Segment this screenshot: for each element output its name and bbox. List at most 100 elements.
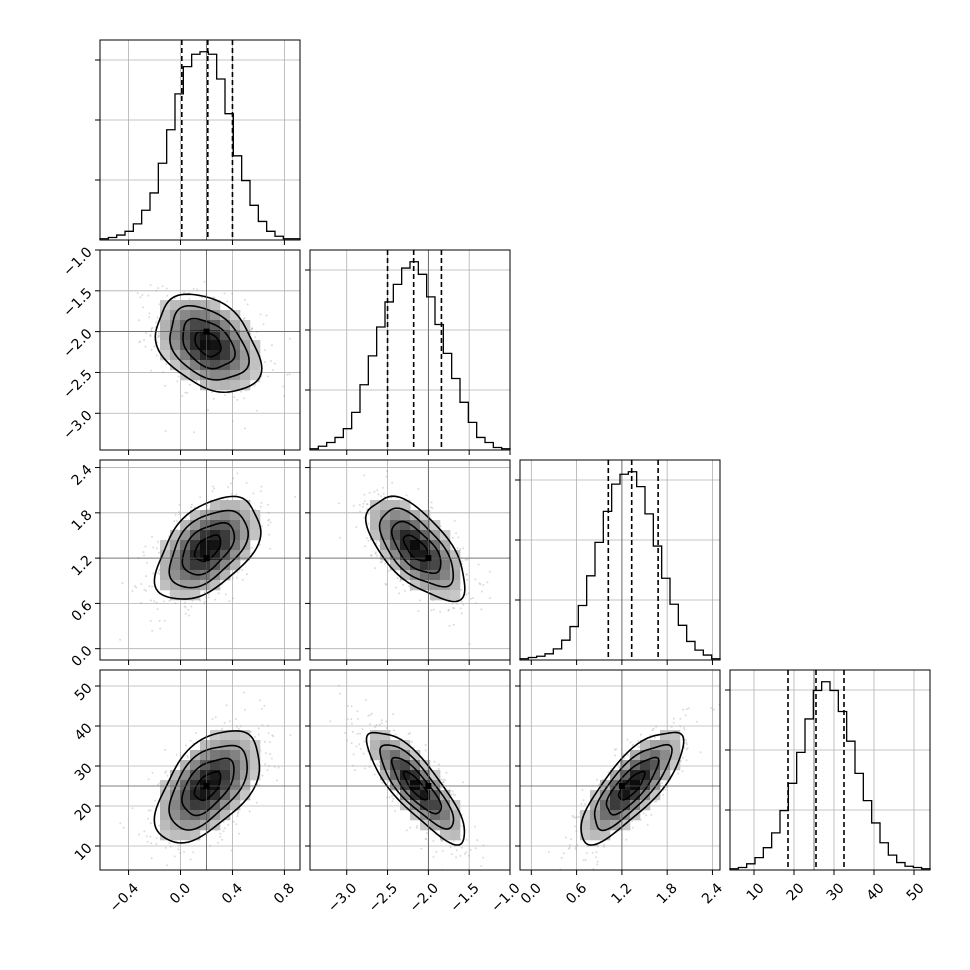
- sample-point: [679, 725, 682, 728]
- sample-point: [269, 547, 272, 550]
- density-cell: [400, 740, 411, 751]
- sample-point: [135, 586, 138, 589]
- sample-point: [147, 294, 150, 297]
- sample-point: [358, 743, 361, 746]
- sample-point: [356, 732, 359, 735]
- density-cell: [180, 300, 191, 311]
- sample-point: [235, 823, 238, 826]
- sample-point: [145, 835, 148, 838]
- sample-point: [241, 568, 244, 571]
- sample-point: [174, 602, 177, 605]
- sample-point: [165, 363, 168, 366]
- sample-point: [479, 583, 482, 586]
- density-cell: [230, 800, 241, 811]
- density-cell: [390, 550, 401, 561]
- sample-point: [241, 578, 244, 581]
- sample-point: [163, 600, 166, 603]
- sample-point: [155, 354, 158, 357]
- panel-1-1: [305, 249, 511, 455]
- sample-point: [364, 545, 367, 548]
- sample-point: [251, 327, 254, 330]
- sample-point: [444, 779, 447, 782]
- sample-point: [404, 589, 406, 592]
- sample-point: [337, 684, 340, 687]
- sample-point: [380, 722, 383, 725]
- density-cell: [670, 740, 681, 751]
- sample-point: [685, 741, 688, 744]
- density-cell: [210, 300, 221, 311]
- panel-content: [310, 460, 510, 660]
- sample-point: [339, 536, 341, 539]
- density-cell: [450, 590, 461, 601]
- density-shading: [370, 730, 461, 841]
- sample-point: [238, 832, 240, 835]
- density-cell: [160, 810, 171, 821]
- contour-level-1: [605, 756, 660, 816]
- sample-point: [695, 720, 698, 723]
- density-cell: [210, 760, 221, 771]
- density-cell: [440, 570, 451, 581]
- density-cell: [220, 540, 231, 551]
- density-cell: [220, 750, 231, 761]
- sample-point: [684, 714, 687, 717]
- density-cell: [380, 500, 391, 511]
- density-cell: [400, 780, 411, 791]
- sample-point: [415, 826, 418, 829]
- density-cell: [210, 740, 221, 751]
- density-cell: [400, 550, 411, 561]
- sample-point: [358, 504, 361, 506]
- histogram-step: [519, 471, 721, 660]
- density-cell: [600, 790, 611, 801]
- sample-point: [271, 369, 274, 372]
- density-cell: [410, 760, 421, 771]
- sample-point: [146, 840, 149, 843]
- density-cell: [210, 820, 221, 831]
- sample-point: [263, 361, 266, 363]
- sample-point: [255, 801, 258, 804]
- sample-point: [267, 511, 270, 514]
- sample-point: [646, 824, 649, 826]
- sample-point: [480, 608, 483, 611]
- density-cell: [190, 370, 201, 381]
- density-cell: [160, 350, 171, 361]
- sample-point: [184, 517, 187, 520]
- sample-point: [420, 847, 423, 850]
- sample-point: [379, 561, 382, 564]
- density-cell: [420, 800, 431, 811]
- x-tick-label: −2.0: [407, 880, 442, 915]
- sample-point: [148, 585, 151, 588]
- density-cell: [380, 770, 391, 781]
- density-cell: [170, 320, 181, 331]
- density-cell: [190, 770, 201, 781]
- sample-point: [457, 536, 460, 539]
- sample-point: [391, 795, 394, 797]
- density-cell: [220, 330, 231, 341]
- density-cell: [210, 500, 221, 511]
- sample-point: [470, 597, 472, 600]
- density-cell: [220, 560, 231, 571]
- sample-point: [178, 503, 181, 506]
- sample-point: [263, 740, 266, 743]
- density-cell: [180, 790, 191, 801]
- sample-point: [177, 848, 180, 851]
- density-cell: [640, 750, 651, 761]
- sample-point: [649, 738, 652, 741]
- sample-point: [223, 721, 226, 724]
- sample-point: [687, 707, 690, 710]
- density-cell: [400, 770, 411, 781]
- sample-point: [365, 503, 368, 506]
- sample-point: [201, 296, 204, 299]
- y-tick-label: 2.4: [69, 462, 96, 489]
- density-cell: [610, 790, 621, 801]
- density-cell: [220, 320, 231, 331]
- density-cell: [390, 740, 401, 751]
- sample-point: [158, 620, 161, 622]
- sample-point: [560, 857, 563, 859]
- sample-point: [356, 710, 359, 713]
- sample-point: [156, 540, 159, 543]
- sample-point: [149, 335, 152, 338]
- sample-point: [382, 492, 385, 495]
- sample-point: [637, 745, 640, 748]
- sample-point: [679, 717, 682, 720]
- sample-point: [384, 562, 387, 565]
